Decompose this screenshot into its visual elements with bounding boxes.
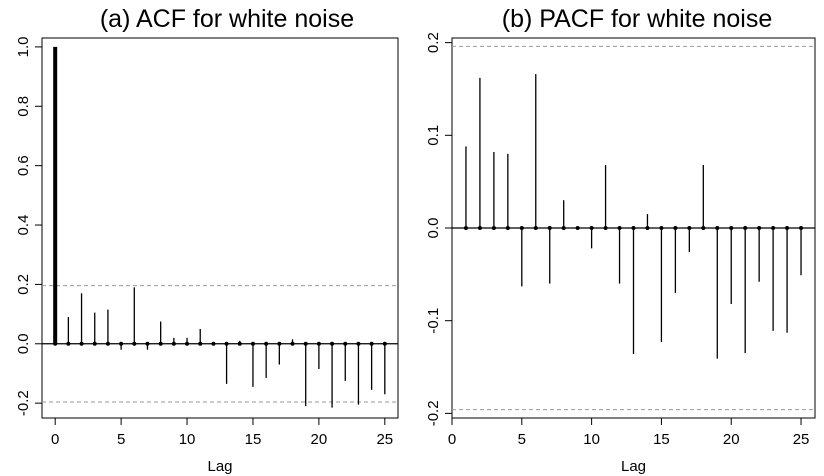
- pacf-point-lag-23: [771, 226, 776, 230]
- pacf-y-tick-label: 0.2: [425, 32, 442, 53]
- acf-point-lag-13: [224, 341, 229, 346]
- pacf-x-tick-label: 5: [518, 431, 526, 448]
- acf-point-lag-6: [132, 341, 137, 346]
- pacf-point-lag-9: [575, 226, 580, 230]
- pacf-point-lag-8: [561, 226, 566, 230]
- acf-point-lag-3: [92, 341, 97, 346]
- acf-point-lag-11: [198, 341, 203, 346]
- acf-y-tick-label: 0.6: [15, 155, 32, 176]
- acf-plot-frame: [41, 37, 399, 419]
- pacf-point-lag-25: [799, 226, 804, 230]
- pacf-point-lag-12: [617, 226, 622, 230]
- pacf-point-lag-16: [673, 226, 678, 230]
- pacf-x-tick-label: 0: [448, 431, 456, 448]
- acf-point-lag-22: [343, 341, 348, 346]
- pacf-point-lag-13: [631, 226, 636, 230]
- pacf-x-tick-label: 20: [723, 431, 740, 448]
- acf-point-lag-2: [79, 341, 84, 346]
- acf-point-lag-5: [119, 341, 124, 346]
- acf-x-tick-label: 0: [51, 431, 59, 448]
- acf-panel: (a) ACF for white noise 0 5 10 15 20 25 -0.2 0.…: [15, 5, 399, 475]
- acf-point-lag-23: [356, 341, 361, 346]
- pacf-point-lag-17: [687, 226, 692, 230]
- pacf-x-tick-label: 15: [653, 431, 670, 448]
- acf-point-lag-4: [105, 341, 110, 346]
- acf-point-lag-0: [53, 341, 58, 346]
- acf-point-lag-10: [185, 341, 190, 346]
- acf-point-lag-1: [66, 341, 71, 346]
- acf-point-lag-9: [171, 341, 176, 346]
- pacf-y-tick-label: 0.1: [425, 125, 442, 146]
- acf-y-tick-label: 0.2: [15, 274, 32, 295]
- acf-point-lag-21: [330, 341, 335, 346]
- pacf-x-axis-label: Lag: [621, 458, 646, 475]
- acf-point-lag-20: [316, 341, 321, 346]
- acf-point-lag-16: [264, 341, 269, 346]
- pacf-point-lag-21: [743, 226, 748, 230]
- pacf-point-lag-6: [533, 226, 538, 230]
- acf-point-lag-8: [158, 341, 163, 346]
- pacf-x-tick-label: 10: [583, 431, 600, 448]
- pacf-point-lag-15: [659, 226, 664, 230]
- acf-point-lag-19: [303, 341, 308, 346]
- acf-y-tick-label: 0.4: [15, 215, 32, 236]
- pacf-x-tick-label: 25: [793, 431, 810, 448]
- pacf-y-tick-label: 0.0: [425, 218, 442, 239]
- acf-x-tick-label: 20: [311, 431, 328, 448]
- pacf-point-lag-7: [547, 226, 552, 230]
- pacf-point-lag-10: [589, 226, 594, 230]
- pacf-point-lag-18: [701, 226, 706, 230]
- pacf-point-lag-4: [505, 226, 510, 230]
- acf-point-lag-18: [290, 341, 295, 346]
- acf-point-lag-17: [277, 341, 282, 346]
- pacf-panel: (b) PACF for white noise 0 5 10 15 20 25 -0.2 -…: [425, 5, 816, 475]
- acf-point-lag-24: [369, 341, 374, 346]
- acf-point-lag-12: [211, 341, 216, 346]
- acf-point-lag-15: [250, 341, 255, 346]
- pacf-point-lag-2: [477, 226, 482, 230]
- pacf-point-lag-14: [645, 226, 650, 230]
- pacf-y-tick-label: -0.2: [425, 400, 442, 426]
- acf-point-lag-7: [145, 341, 150, 346]
- pacf-point-lag-24: [785, 226, 790, 230]
- acf-point-lag-25: [382, 341, 387, 346]
- pacf-point-lag-5: [519, 226, 524, 230]
- pacf-point-lag-1: [463, 226, 468, 230]
- acf-y-tick-label: 1.0: [15, 36, 32, 57]
- pacf-title: (b) PACF for white noise: [502, 5, 772, 33]
- acf-x-tick-label: 15: [245, 431, 262, 448]
- acf-y-tick-label: -0.2: [15, 390, 32, 416]
- acf-x-tick-label: 25: [376, 431, 393, 448]
- acf-point-lag-14: [237, 341, 242, 346]
- acf-y-tick-label: 0.8: [15, 96, 32, 117]
- acf-x-tick-label: 10: [179, 431, 196, 448]
- pacf-point-lag-22: [757, 226, 762, 230]
- acf-y-tick-label: 0.0: [15, 333, 32, 354]
- acf-x-axis-label: Lag: [207, 458, 232, 475]
- acf-x-tick-label: 5: [117, 431, 125, 448]
- pacf-point-lag-11: [603, 226, 608, 230]
- acf-title: (a) ACF for white noise: [100, 5, 354, 33]
- pacf-point-lag-3: [491, 226, 496, 230]
- pacf-point-lag-20: [729, 226, 734, 230]
- pacf-point-lag-19: [715, 226, 720, 230]
- pacf-y-tick-label: -0.1: [425, 308, 442, 334]
